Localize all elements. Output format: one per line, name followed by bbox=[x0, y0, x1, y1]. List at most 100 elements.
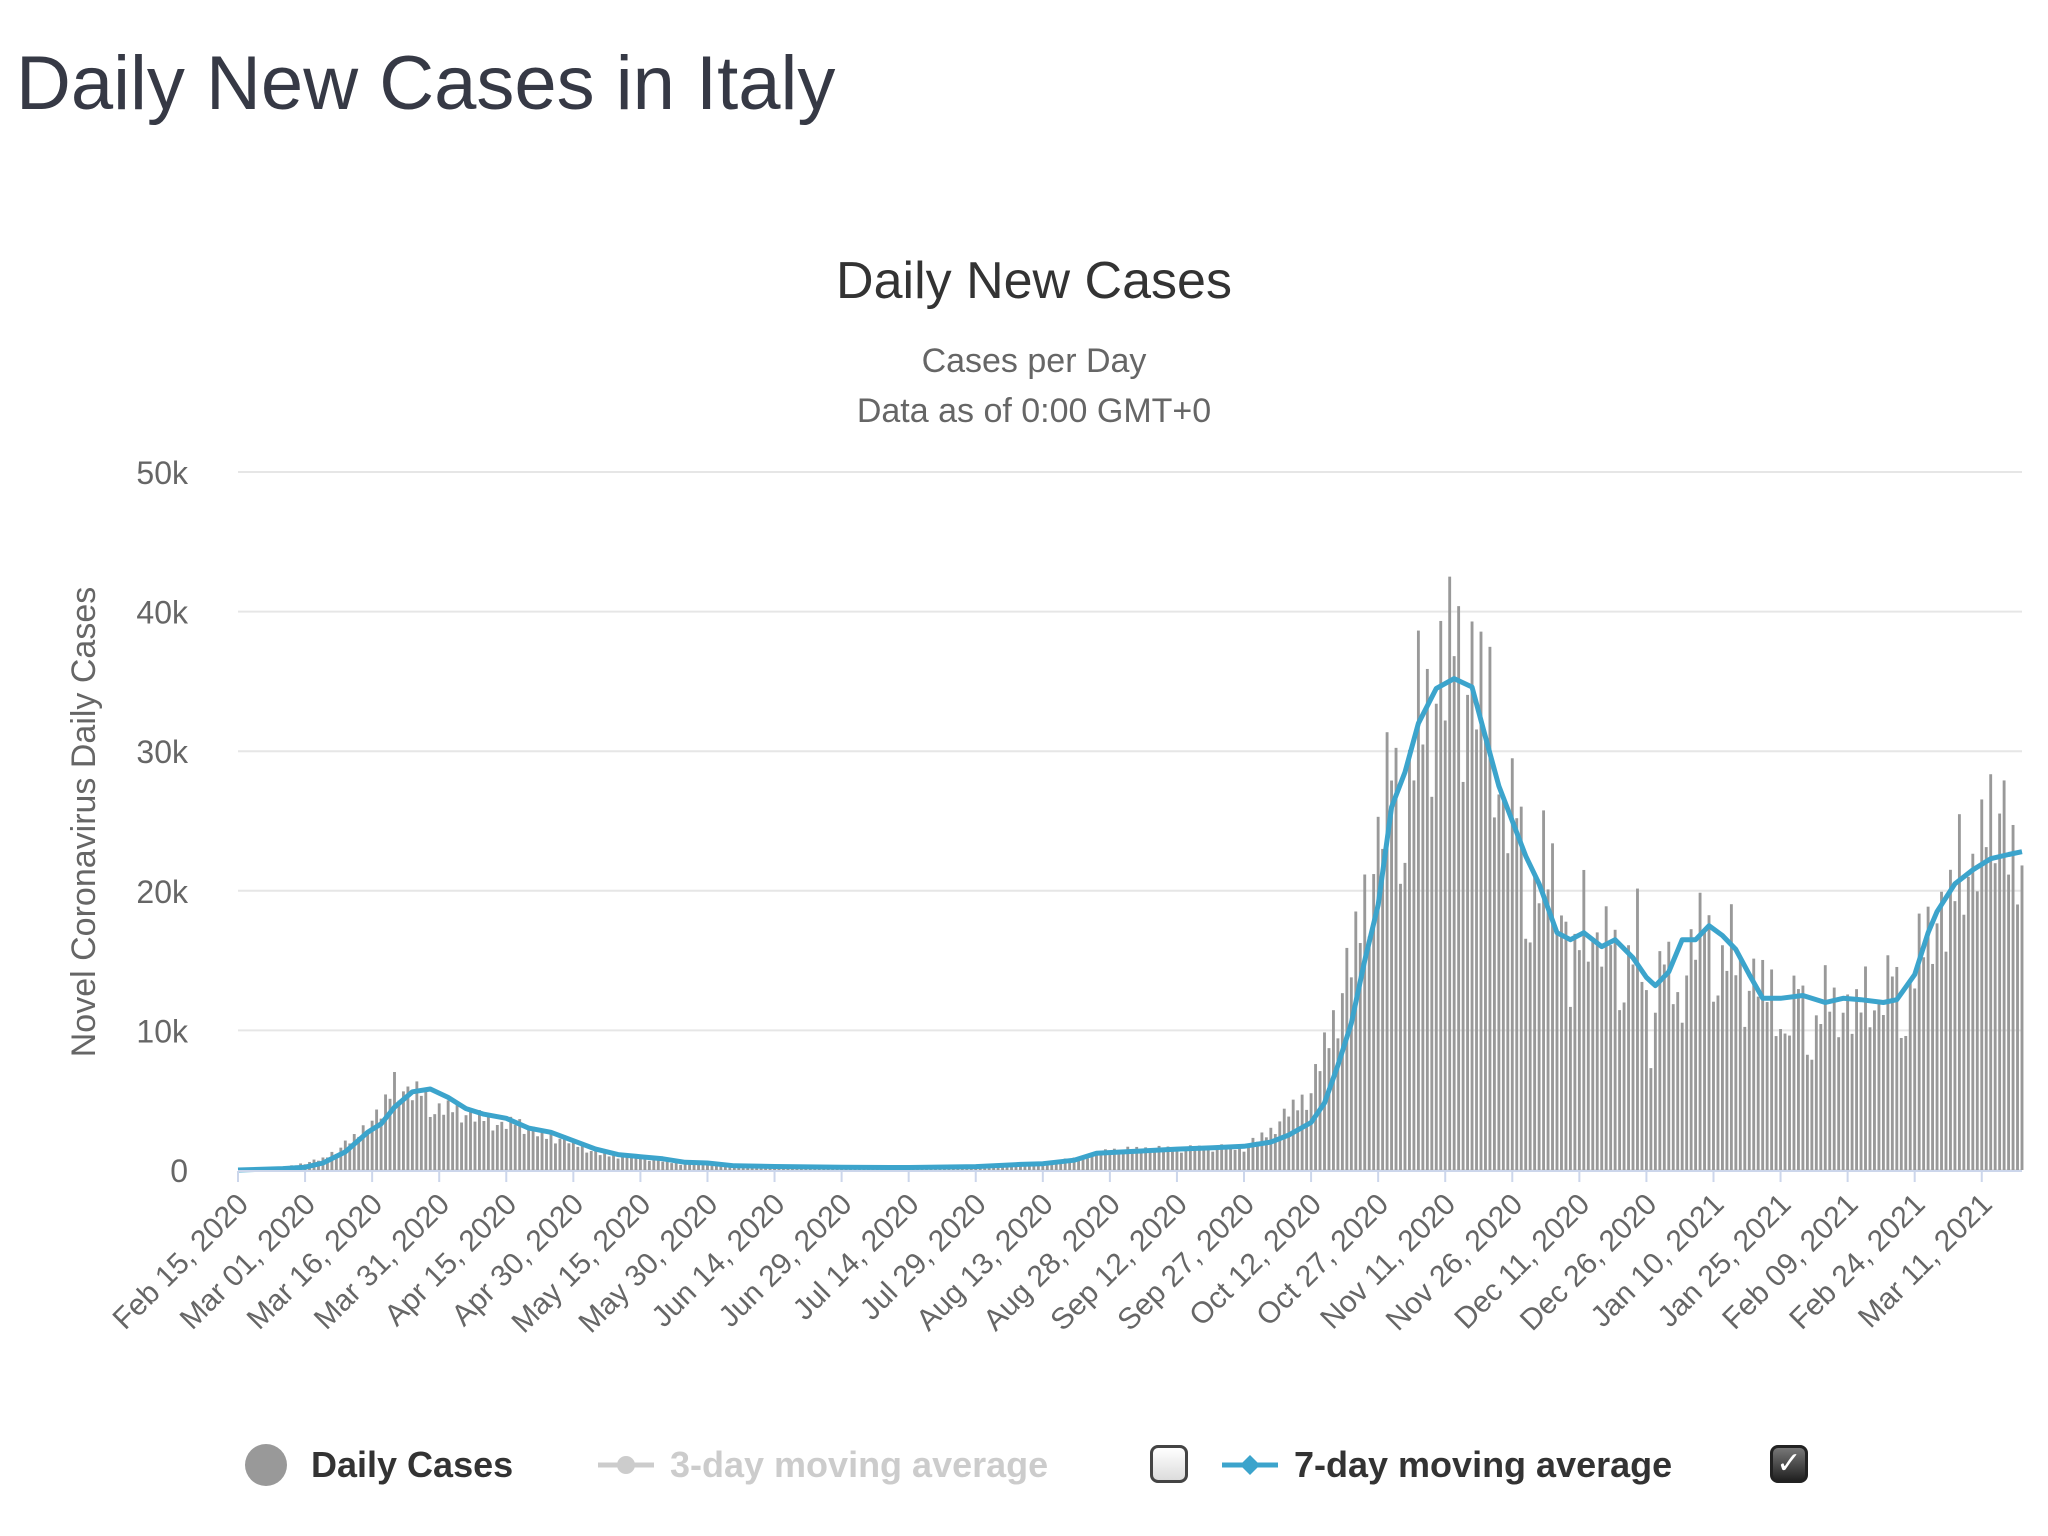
daily-case-bar bbox=[1653, 1012, 1657, 1170]
daily-case-bar bbox=[1622, 1002, 1626, 1170]
daily-case-bar bbox=[1908, 979, 1912, 1170]
daily-case-bar bbox=[1153, 1149, 1157, 1170]
daily-case-bar bbox=[679, 1164, 683, 1170]
daily-case-bar bbox=[1998, 813, 2002, 1170]
daily-case-bar bbox=[1676, 992, 1680, 1170]
daily-case-bar bbox=[1859, 1012, 1863, 1170]
daily-case-bar bbox=[1171, 1151, 1174, 1170]
legend-three-day-average[interactable]: 3-day moving average bbox=[598, 1425, 1048, 1505]
daily-case-bar bbox=[1068, 1160, 1072, 1170]
daily-case-bar bbox=[1224, 1149, 1228, 1170]
chart-title: Daily New Cases bbox=[836, 252, 1232, 310]
daily-case-bar bbox=[352, 1134, 356, 1170]
legend-seven-day-label: 7-day moving average bbox=[1294, 1444, 1673, 1485]
daily-case-bar bbox=[1077, 1159, 1081, 1170]
daily-case-bar bbox=[1273, 1134, 1277, 1170]
daily-case-bar bbox=[1568, 1006, 1572, 1170]
daily-case-bar bbox=[1466, 694, 1470, 1170]
daily-case-bar bbox=[1461, 781, 1465, 1170]
daily-case-bar bbox=[1519, 806, 1523, 1170]
seven-day-line-icon bbox=[1222, 1455, 1278, 1475]
daily-case-bar bbox=[1492, 817, 1496, 1170]
y-tick-label: 10k bbox=[136, 1013, 189, 1049]
daily-case-bar bbox=[1528, 942, 1532, 1170]
daily-case-bar bbox=[1457, 606, 1461, 1170]
daily-case-bar bbox=[1814, 1015, 1818, 1170]
daily-case-bar bbox=[379, 1118, 383, 1170]
daily-case-bar bbox=[598, 1155, 602, 1170]
daily-case-bar bbox=[1551, 843, 1554, 1170]
daily-case-bar bbox=[1050, 1161, 1054, 1170]
daily-case-bar bbox=[361, 1125, 365, 1170]
daily-case-bar bbox=[1555, 929, 1559, 1170]
daily-case-bar bbox=[1399, 883, 1402, 1170]
daily-case-bar bbox=[1993, 863, 1997, 1170]
daily-case-bar bbox=[1846, 994, 1850, 1170]
daily-case-bar bbox=[1501, 800, 1505, 1170]
daily-case-bar bbox=[701, 1164, 705, 1170]
daily-case-bar bbox=[1269, 1127, 1273, 1170]
three-day-line-icon bbox=[598, 1456, 654, 1474]
daily-case-bar bbox=[464, 1115, 468, 1170]
daily-case-bar bbox=[1421, 744, 1425, 1170]
daily-case-bar bbox=[437, 1103, 441, 1170]
daily-case-bar bbox=[661, 1161, 665, 1170]
daily-case-bar bbox=[1470, 621, 1474, 1170]
legend-daily-cases[interactable]: Daily Cases bbox=[245, 1425, 513, 1505]
daily-case-bar bbox=[1112, 1148, 1116, 1170]
checkmark-icon: ✓ bbox=[1776, 1447, 1802, 1480]
daily-case-bar bbox=[1372, 874, 1376, 1170]
daily-case-bar bbox=[603, 1152, 607, 1170]
daily-case-bar bbox=[1215, 1147, 1219, 1170]
daily-case-bar bbox=[706, 1163, 709, 1170]
daily-case-bar bbox=[576, 1146, 580, 1170]
daily-case-bar bbox=[616, 1158, 620, 1170]
daily-case-bar bbox=[1524, 938, 1528, 1170]
daily-case-bar bbox=[1220, 1144, 1224, 1170]
daily-case-bar bbox=[1162, 1150, 1165, 1170]
daily-case-bar bbox=[1264, 1137, 1268, 1170]
daily-case-bar bbox=[697, 1163, 700, 1170]
daily-case-bar bbox=[1340, 993, 1344, 1170]
legend-three-day-label: 3-day moving average bbox=[670, 1444, 1049, 1485]
daily-case-bar bbox=[1166, 1146, 1170, 1170]
daily-case-bar bbox=[509, 1116, 513, 1170]
daily-case-bar bbox=[1890, 976, 1894, 1170]
daily-case-bar bbox=[1685, 975, 1689, 1170]
daily-case-bar bbox=[1452, 656, 1456, 1170]
daily-case-bar bbox=[1139, 1151, 1143, 1170]
daily-case-bar bbox=[469, 1110, 472, 1170]
daily-case-bar bbox=[585, 1152, 589, 1170]
daily-case-bar bbox=[1707, 915, 1711, 1170]
seven-day-average-checkbox[interactable]: ✓ bbox=[1770, 1445, 1808, 1483]
daily-case-bar bbox=[1121, 1149, 1125, 1170]
daily-case-bar bbox=[504, 1128, 508, 1170]
daily-case-bar bbox=[1922, 957, 1926, 1170]
daily-case-bar bbox=[1609, 945, 1613, 1170]
daily-cases-bars bbox=[241, 576, 2024, 1170]
daily-case-bar bbox=[1689, 929, 1693, 1170]
daily-case-bar bbox=[710, 1165, 714, 1170]
daily-case-bar bbox=[1805, 1054, 1809, 1170]
daily-case-bar bbox=[1408, 749, 1411, 1170]
daily-case-bar bbox=[1300, 1094, 1304, 1170]
daily-case-bar bbox=[540, 1130, 544, 1170]
daily-case-bar bbox=[1949, 869, 1952, 1170]
daily-case-bar bbox=[1188, 1145, 1192, 1170]
daily-case-bar bbox=[1233, 1149, 1237, 1170]
legend-seven-day-average[interactable]: 7-day moving average bbox=[1222, 1425, 1672, 1505]
daily-case-bar bbox=[1416, 630, 1420, 1170]
daily-case-bar bbox=[1354, 911, 1358, 1170]
daily-case-bar bbox=[410, 1100, 414, 1170]
daily-case-bar bbox=[630, 1157, 633, 1170]
daily-case-bar bbox=[424, 1090, 428, 1170]
daily-case-bar bbox=[1743, 1026, 1747, 1170]
daily-case-bar bbox=[562, 1135, 566, 1170]
daily-case-bar bbox=[357, 1136, 361, 1170]
daily-case-bar bbox=[415, 1081, 419, 1170]
daily-case-bar bbox=[2002, 780, 2006, 1170]
three-day-average-checkbox[interactable] bbox=[1150, 1445, 1188, 1483]
daily-case-bar bbox=[1926, 906, 1930, 1170]
daily-case-bar bbox=[643, 1157, 647, 1170]
daily-case-bar bbox=[652, 1159, 656, 1170]
